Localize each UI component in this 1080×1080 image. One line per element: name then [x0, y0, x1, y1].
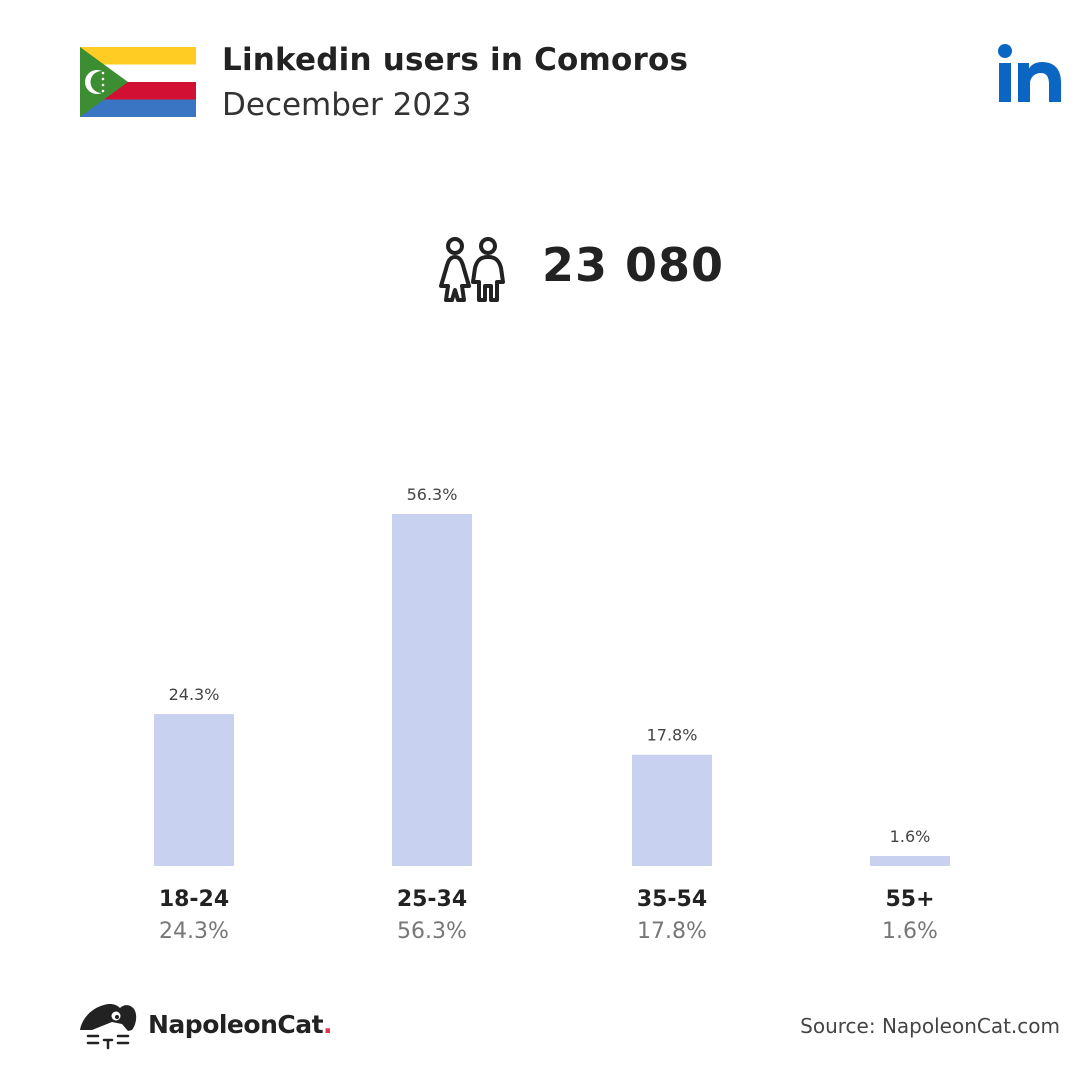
- page-subtitle: December 2023: [222, 87, 472, 123]
- flag-crescent-cut: [90, 71, 113, 93]
- category-label: 55+: [885, 887, 934, 912]
- category-label: 18-24: [159, 887, 229, 912]
- flag-star: [101, 83, 105, 87]
- category-value-label: 56.3%: [397, 919, 467, 944]
- flag-star: [101, 77, 105, 81]
- bar-value-label: 17.8%: [647, 726, 698, 745]
- linkedin-logo-icon: [998, 44, 1061, 102]
- bar-value-label: 56.3%: [407, 485, 458, 504]
- bar-value-label: 1.6%: [890, 827, 931, 846]
- flag-stripe-yellow: [80, 47, 196, 65]
- category-label: 35-54: [637, 887, 707, 912]
- logo-text: NapoleonCat: [148, 1010, 324, 1039]
- category-value-label: 1.6%: [882, 919, 938, 944]
- bar-25-34: [392, 514, 472, 866]
- napoleoncat-logo-icon: [80, 1004, 137, 1050]
- bar-value-label: 24.3%: [169, 685, 220, 704]
- bar-55+: [870, 855, 950, 866]
- flag-star: [101, 71, 105, 75]
- source-credit: Source: NapoleonCat.com: [800, 1014, 1060, 1038]
- flag-stripe-blue: [80, 99, 196, 117]
- flag-star: [101, 89, 105, 93]
- category-value-label: 17.8%: [637, 919, 707, 944]
- users-icon: [439, 237, 505, 302]
- total-users-value: 23 080: [542, 238, 725, 292]
- logo-dot: .: [323, 1010, 333, 1039]
- category-label: 25-34: [397, 887, 467, 912]
- comoros-flag-icon: [80, 47, 196, 117]
- bar-35-54: [632, 754, 712, 866]
- bar-18-24: [154, 714, 234, 866]
- napoleoncat-logo-text: NapoleonCat.: [148, 1010, 333, 1039]
- category-value-label: 24.3%: [159, 919, 229, 944]
- page-title: Linkedin users in Comoros: [222, 42, 689, 78]
